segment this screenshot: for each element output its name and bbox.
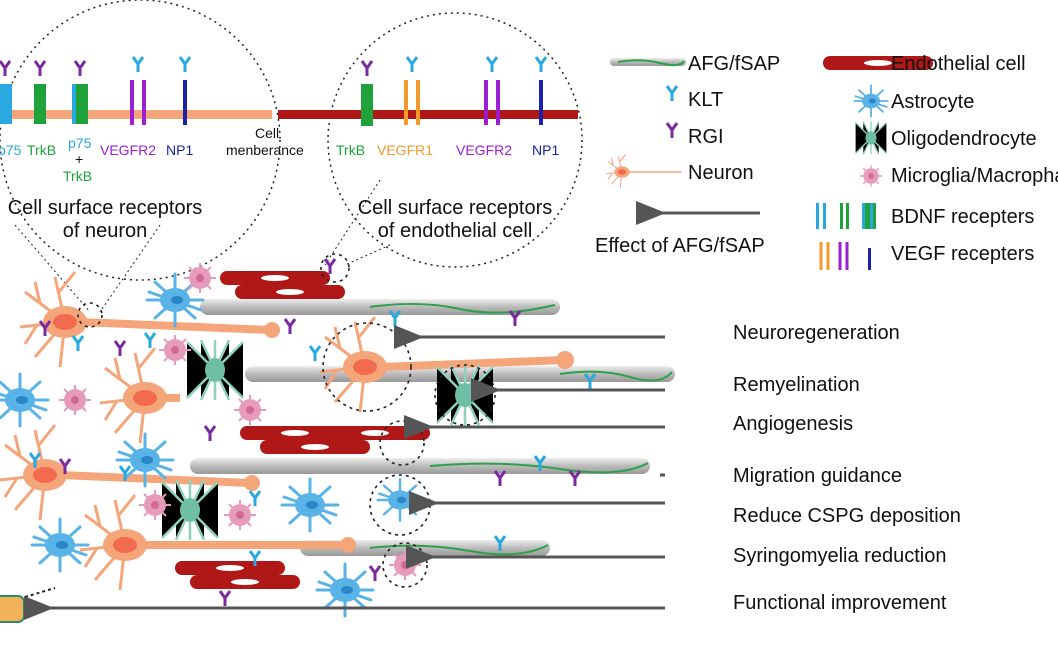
klt-antibody-icon <box>665 84 679 103</box>
endothelial-receptor-panel: TrkB VEGFR1 VEGFR2 NP1 Cell surface rece… <box>278 12 583 268</box>
label-trkb: TrkB <box>27 142 56 158</box>
receptor-vegfr2 <box>130 55 146 125</box>
label-trkb: TrkB <box>336 142 365 158</box>
effect-reduce-cspg: Reduce CSPG deposition <box>733 505 961 527</box>
effect-remyelination: Remyelination <box>733 374 860 396</box>
membrane-label: Cell menberance <box>226 125 304 158</box>
label-trkb-bottom: TrkB <box>63 168 92 184</box>
membrane-label-line1: Cell <box>255 125 279 141</box>
neuron-panel-subtitle: of neuron <box>63 220 148 242</box>
legend-label-neuron: Neuron <box>688 162 754 184</box>
label-np1: NP1 <box>166 142 193 158</box>
membrane-label-line2: menberance <box>226 142 304 158</box>
label-np1: NP1 <box>532 142 559 158</box>
receptor-vegfr1 <box>404 55 420 125</box>
bdnf-receptors-icon <box>816 203 876 229</box>
microglia-icon <box>859 164 883 188</box>
effect-migration-guidance: Migration guidance <box>733 465 902 487</box>
endothelial-membrane <box>278 110 578 119</box>
legend-label-astrocyte: Astrocyte <box>891 91 974 113</box>
legend-label-endothelial: Endothelial cell <box>891 53 1026 75</box>
legend-label-bdnf: BDNF recepters <box>891 206 1034 228</box>
receptor-trkb <box>33 59 47 124</box>
effect-arrows <box>23 325 665 620</box>
legend-label-rgi: RGI <box>688 126 724 148</box>
effect-angiogenesis: Angiogenesis <box>733 413 853 435</box>
endothelial-panel-subtitle: of endothelial cell <box>378 220 533 242</box>
vegf-receptors-icon <box>819 242 871 270</box>
effect-functional-improvement: Functional improvement <box>733 592 947 614</box>
receptor-vegfr2 <box>484 55 500 125</box>
neuron-receptor-panel: p75 TrkB p75 + TrkB VEGFR2 NP1 Cell surf… <box>0 0 281 313</box>
legend-label-microglia: Microglia/Macrophage <box>891 165 1058 187</box>
effect-syringomyelia: Syringomyelia reduction <box>733 545 946 567</box>
legend-label-klt: KLT <box>688 89 723 111</box>
receptor-p75 <box>0 59 12 124</box>
spinal-cord-fragment <box>0 587 56 623</box>
label-vegfr1: VEGFR1 <box>377 142 433 158</box>
endothelial-panel-title: Cell surface receptors <box>358 197 553 219</box>
neuron-icon <box>605 153 682 189</box>
astrocyte-icon <box>853 84 889 118</box>
legend: AFG/fSAP KLT RGI Neuron Effect of AFG/fS… <box>595 53 1058 270</box>
label-vegfr2: VEGFR2 <box>100 142 156 158</box>
label-p75-top: p75 <box>68 135 92 151</box>
receptor-np1 <box>178 55 192 125</box>
afg-fsap-scaffold-icon <box>610 58 686 67</box>
label-plus: + <box>75 151 83 167</box>
tissue-scene <box>0 253 675 623</box>
effect-labels: Neuroregeneration Remyelination Angiogen… <box>733 322 961 614</box>
oligodendrocyte-icon <box>854 120 888 156</box>
receptor-np1 <box>534 55 548 125</box>
label-vegfr2: VEGFR2 <box>456 142 512 158</box>
neuron-membrane <box>0 110 272 119</box>
legend-label-effect: Effect of AFG/fSAP <box>595 235 765 257</box>
legend-label-oligodendrocyte: Oligodendrocyte <box>891 128 1037 150</box>
rgi-antibody-icon <box>665 121 679 140</box>
legend-label-afg-fsap: AFG/fSAP <box>688 53 780 75</box>
receptor-p75-trkb <box>72 59 88 124</box>
legend-label-vegf: VEGF recepters <box>891 243 1034 265</box>
receptor-trkb <box>360 59 374 126</box>
label-p75: p75 <box>0 142 22 158</box>
neuron-panel-title: Cell surface receptors <box>8 197 203 219</box>
effect-neuroregeneration: Neuroregeneration <box>733 322 900 344</box>
